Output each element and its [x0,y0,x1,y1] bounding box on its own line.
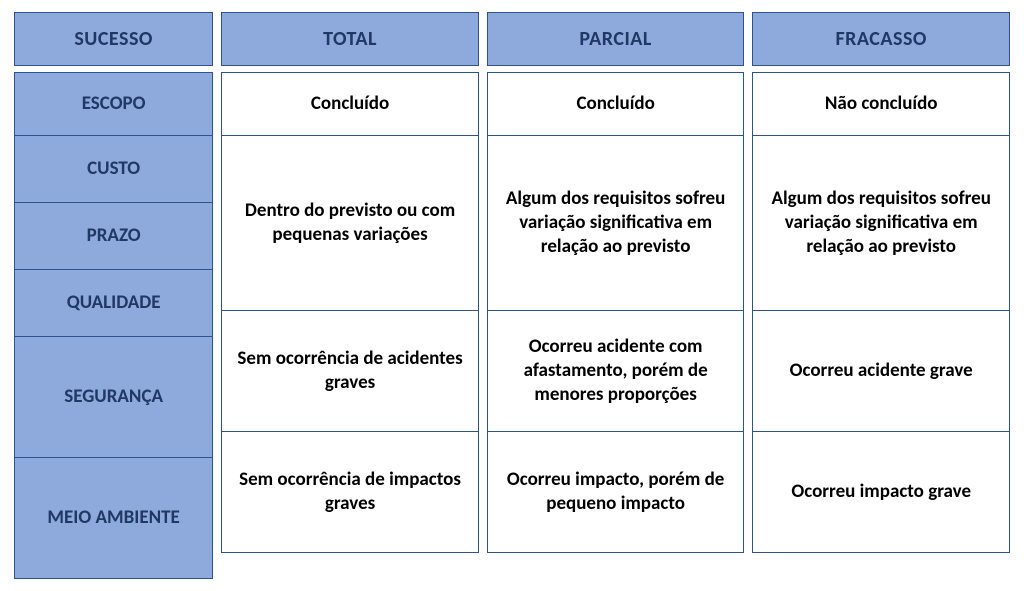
cell-parcial-reqblock: Algum dos requisitos sofreu variação sig… [487,136,744,311]
cell-total-seguranca: Sem ocorrência de acidentes graves [222,311,479,432]
column-total: Concluído Dentro do previsto ou com pequ… [221,72,479,553]
header-total: TOTAL [221,12,479,66]
row-label-prazo: PRAZO [15,203,213,270]
cell-total-escopo: Concluído [222,73,479,136]
cell-parcial-seguranca: Ocorreu acidente com afastamento, porém … [487,311,744,432]
cell-fracasso-reqblock: Algum dos requisitos sofreu variação sig… [753,136,1010,311]
cell-total-reqblock: Dentro do previsto ou com pequenas varia… [222,136,479,311]
column-parcial: Concluído Algum dos requisitos sofreu va… [487,72,745,553]
column-fracasso: Não concluído Algum dos requisitos sofre… [752,72,1010,553]
cell-fracasso-seguranca: Ocorreu acidente grave [753,311,1010,432]
row-label-meio-ambiente: MEIO AMBIENTE [15,458,213,579]
row-label-escopo: ESCOPO [15,73,213,136]
header-parcial: PARCIAL [487,12,745,66]
cell-total-meio: Sem ocorrência de impactos graves [222,432,479,553]
outer-grid: SUCESSO TOTAL PARCIAL FRACASSO ESCOPO CU… [6,6,1018,585]
labels-column: ESCOPO CUSTO PRAZO QUALIDADE SEGURANÇA M… [14,72,213,579]
header-sucesso: SUCESSO [14,12,213,66]
cell-fracasso-escopo: Não concluído [753,73,1010,136]
header-row: SUCESSO TOTAL PARCIAL FRACASSO [14,12,1010,66]
cell-parcial-meio: Ocorreu impacto, porém de pequeno impact… [487,432,744,553]
body-row: ESCOPO CUSTO PRAZO QUALIDADE SEGURANÇA M… [14,72,1010,579]
row-label-seguranca: SEGURANÇA [15,337,213,458]
success-criteria-table: SUCESSO TOTAL PARCIAL FRACASSO ESCOPO CU… [0,0,1024,591]
cell-fracasso-meio: Ocorreu impacto grave [753,432,1010,553]
cell-parcial-escopo: Concluído [487,73,744,136]
header-fracasso: FRACASSO [752,12,1010,66]
row-label-qualidade: QUALIDADE [15,270,213,337]
row-label-custo: CUSTO [15,136,213,203]
